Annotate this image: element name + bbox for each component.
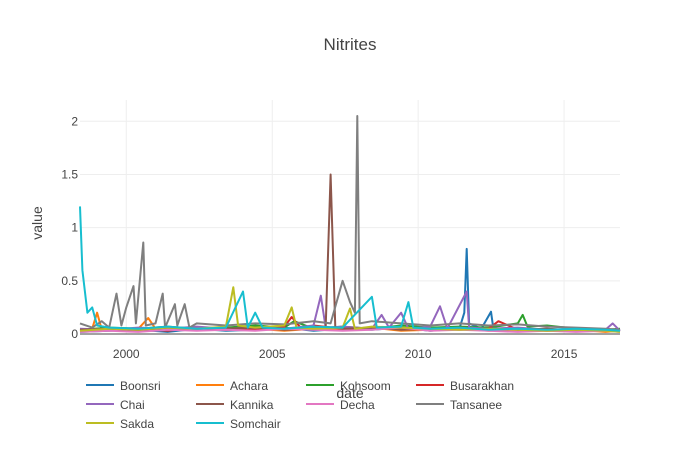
series-line-somchair [79,206,621,332]
x-axis: 2000 2005 2010 2015 [113,347,578,361]
legend-label: Kohsoom [340,379,391,393]
legend-label: Kannika [230,398,274,412]
x-tick-label: 2015 [551,347,578,361]
plot-area [79,115,621,333]
grid [80,100,620,335]
legend-label: Tansanee [450,398,502,412]
chart-title: Nitrites [324,35,377,54]
x-tick-label: 2000 [113,347,140,361]
legend-label: Sakda [120,417,154,431]
y-tick-label: 0.5 [61,274,78,288]
legend-item-sakda[interactable]: Sakda [86,417,154,431]
x-axis-label: date [336,385,363,401]
legend-item-achara[interactable]: Achara [196,379,268,393]
y-axis: 0 0.5 1 1.5 2 [61,114,78,341]
y-tick-label: 2 [71,114,78,128]
legend-item-somchair[interactable]: Somchair [196,417,281,431]
x-tick-label: 2005 [259,347,286,361]
y-tick-label: 1.5 [61,167,78,181]
legend: Boonsri Achara Kohsoom Busarakhan Chai Kannik… [86,379,514,431]
legend-label: Achara [230,379,268,393]
x-tick-label: 2010 [405,347,432,361]
y-axis-label: value [29,206,45,240]
legend-label: Decha [340,398,375,412]
legend-item-busarakhan[interactable]: Busarakhan [416,379,514,393]
legend-item-kannika[interactable]: Kannika [196,398,274,412]
legend-label: Somchair [230,417,281,431]
legend-item-kohsoom[interactable]: Kohsoom [306,379,391,393]
legend-label: Boonsri [120,379,161,393]
legend-label: Chai [120,398,145,412]
legend-item-chai[interactable]: Chai [86,398,145,412]
y-tick-label: 1 [71,221,78,235]
legend-item-tansanee[interactable]: Tansanee [416,398,502,412]
legend-item-decha[interactable]: Decha [306,398,375,412]
y-tick-label: 0 [71,327,78,341]
legend-item-boonsri[interactable]: Boonsri [86,379,161,393]
legend-label: Busarakhan [450,379,514,393]
